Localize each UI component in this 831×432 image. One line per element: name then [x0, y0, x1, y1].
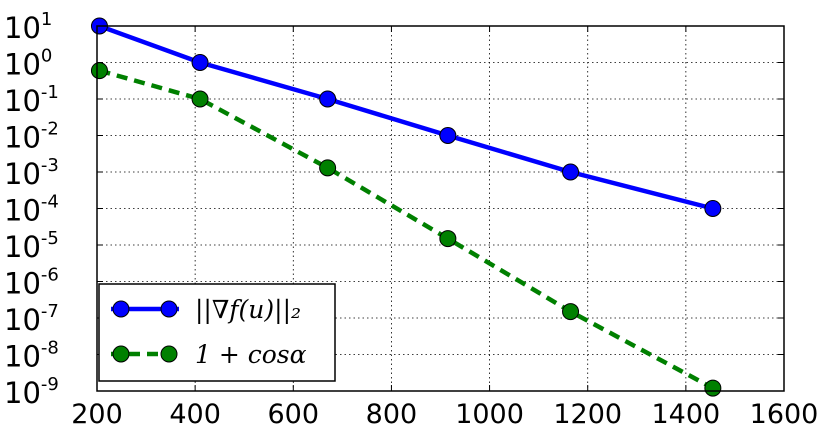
y-tick-base: 10	[4, 48, 41, 82]
series-0-point-3	[439, 127, 457, 144]
y-tick-base: 10	[4, 267, 41, 301]
x-tick-label: 600	[268, 399, 320, 430]
series-1-point-4	[562, 303, 580, 321]
x-tick-label: 1000	[455, 399, 524, 430]
y-tick-exponent: -5	[41, 228, 59, 249]
series-0-point-5	[704, 200, 722, 217]
y-tick-exponent: -3	[41, 155, 59, 176]
x-tick-label: 1400	[651, 399, 720, 430]
x-tick-label: 800	[366, 399, 418, 430]
y-tick-label: 10-9	[4, 374, 59, 410]
y-tick-label: 10-7	[4, 301, 59, 337]
y-tick-base: 10	[4, 340, 41, 374]
series-1-point-2	[319, 159, 337, 177]
legend-box	[98, 283, 336, 382]
y-tick-exponent: -4	[41, 192, 59, 213]
y-tick-base: 10	[4, 157, 41, 191]
y-tick-label: 10-4	[4, 192, 59, 228]
series-0-point-2	[319, 90, 337, 108]
y-tick-exponent: -9	[41, 374, 59, 395]
x-tick-label: 1200	[553, 399, 622, 430]
y-tick-label: 100	[4, 46, 52, 82]
y-tick-label: 10-2	[4, 119, 59, 155]
y-tick-exponent: -8	[41, 338, 59, 359]
legend: ||∇f(u)||₂ 1 + cosα	[98, 283, 336, 382]
y-tick-base: 10	[4, 303, 41, 337]
axis-ticks: 200 400 600 800 1000 1200 1400 160010110010-110…	[4, 9, 818, 430]
y-tick-label: 10-8	[4, 338, 59, 374]
y-tick-exponent: 1	[41, 9, 52, 30]
series-line-0	[98, 23, 714, 211]
x-tick-label: 400	[169, 399, 221, 430]
y-tick-base: 10	[4, 84, 41, 118]
y-tick-base: 10	[4, 376, 41, 410]
legend-marker-0	[112, 300, 130, 318]
y-tick-label: 10-1	[4, 82, 59, 118]
x-tick-label: 1600	[750, 399, 819, 430]
y-tick-base: 10	[4, 194, 41, 228]
y-tick-label: 101	[4, 9, 52, 45]
series-1-point-5	[704, 379, 722, 397]
y-tick-exponent: 0	[41, 46, 52, 67]
series-0-point-1	[191, 54, 209, 71]
series-1-point-3	[439, 230, 457, 248]
legend-label-1: 1 + cosα	[195, 340, 307, 369]
legend-marker-0	[160, 300, 178, 318]
y-tick-exponent: -2	[41, 119, 59, 140]
series-1-point-0	[90, 62, 108, 80]
series-0-point-4	[562, 163, 580, 181]
legend-marker-1	[160, 345, 178, 363]
y-tick-base: 10	[4, 11, 41, 45]
y-tick-base: 10	[4, 121, 41, 155]
y-tick-exponent: -6	[41, 265, 59, 286]
y-tick-exponent: -7	[41, 301, 59, 322]
y-tick-label: 10-5	[4, 228, 59, 264]
y-tick-label: 10-6	[4, 265, 59, 301]
legend-label-0: ||∇f(u)||₂	[195, 295, 301, 325]
legend-marker-1	[112, 345, 130, 363]
series-line-1	[98, 68, 714, 391]
series-layer	[90, 17, 722, 397]
series-1-point-1	[191, 90, 209, 108]
y-tick-label: 10-3	[4, 155, 59, 191]
y-tick-base: 10	[4, 230, 41, 264]
x-tick-label: 200	[71, 399, 123, 430]
y-tick-exponent: -1	[41, 82, 59, 103]
